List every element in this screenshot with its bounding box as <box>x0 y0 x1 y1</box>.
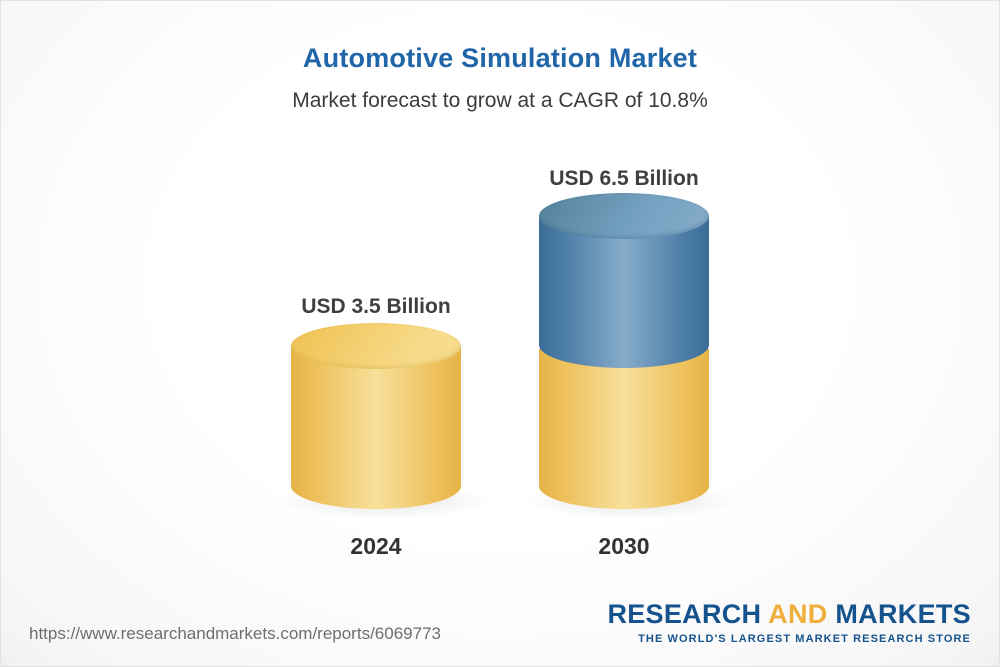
logo-wordmark: RESEARCH AND MARKETS <box>607 599 971 630</box>
logo-word-and: AND <box>768 599 828 629</box>
logo-word-markets: MARKETS <box>835 599 971 629</box>
category-label-2030: 2030 <box>598 533 650 559</box>
logo-word-research: RESEARCH <box>607 599 762 629</box>
bar-2030-cylinder-top <box>539 193 709 239</box>
report-url: https://www.researchandmarkets.com/repor… <box>29 624 441 643</box>
bar-2030-growth-segment <box>539 216 709 368</box>
category-label-2024: 2024 <box>350 533 402 559</box>
page-title: Automotive Simulation Market <box>302 43 698 73</box>
logo-tagline: THE WORLD'S LARGEST MARKET RESEARCH STOR… <box>638 633 971 645</box>
page-subtitle: Market forecast to grow at a CAGR of 10.… <box>292 89 708 112</box>
bar-2024-cylinder-top <box>291 323 461 369</box>
value-label-2030: USD 6.5 Billion <box>549 167 699 190</box>
research-and-markets-logo: RESEARCH AND MARKETS THE WORLD'S LARGEST… <box>607 599 971 645</box>
value-label-2024: USD 3.5 Billion <box>301 295 451 318</box>
bar-2030-base-segment <box>539 349 709 509</box>
bar-2024-cylinder <box>291 346 461 509</box>
